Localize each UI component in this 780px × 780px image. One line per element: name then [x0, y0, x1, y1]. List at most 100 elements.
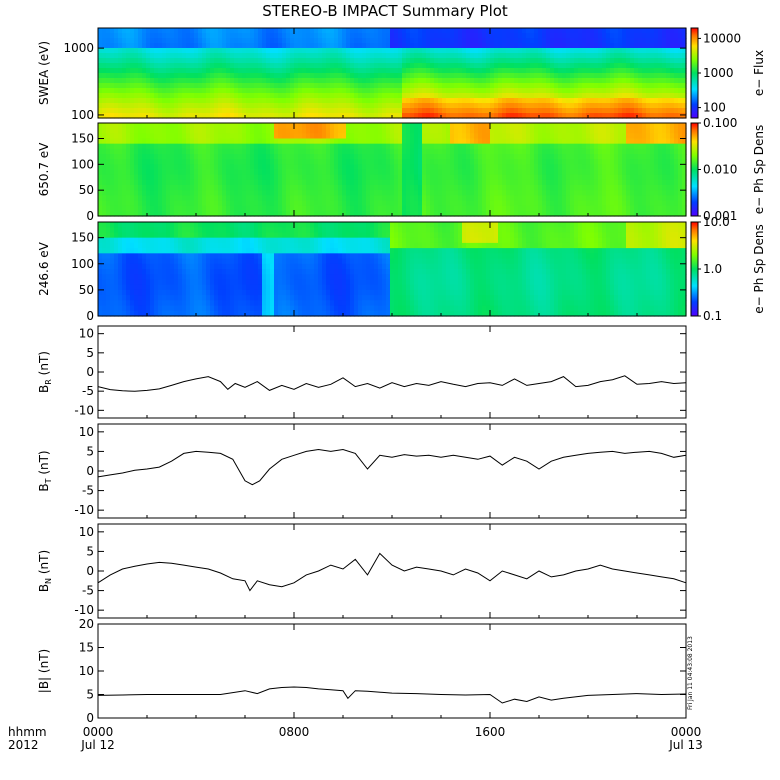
- spectrogram-cell: [142, 128, 147, 134]
- spectrogram-cell: [130, 88, 135, 94]
- spectrogram-cell: [606, 53, 611, 59]
- spectrogram-cell: [582, 93, 587, 99]
- spectrogram-cell: [142, 68, 147, 74]
- spectrogram-cell: [682, 113, 687, 119]
- spectrogram-cell: [518, 123, 523, 129]
- spectrogram-cell: [474, 93, 479, 99]
- spectrogram-cell: [398, 28, 403, 34]
- spectrogram-cell: [302, 78, 307, 84]
- spectrogram-cell: [446, 113, 451, 119]
- spectrogram-cell: [502, 174, 507, 181]
- spectrogram-cell: [210, 63, 215, 69]
- spectrogram-cell: [406, 38, 411, 44]
- spectrogram-cell: [582, 138, 587, 145]
- spectrogram-cell: [410, 68, 415, 74]
- spectrogram-cell: [630, 43, 635, 49]
- spectrogram-cell: [262, 123, 267, 129]
- spectrogram-cell: [442, 78, 447, 84]
- spectrogram-cell: [154, 43, 159, 49]
- spectrogram-cell: [154, 159, 159, 165]
- spectrogram-cell: [194, 43, 199, 49]
- spectrogram-cell: [374, 48, 379, 54]
- spectrogram-cell: [250, 108, 255, 114]
- spectrogram-cell: [414, 210, 419, 217]
- spectrogram-cell: [554, 43, 559, 49]
- spectrogram-cell: [470, 38, 475, 44]
- spectrogram-cell: [554, 33, 559, 39]
- spectrogram-cell: [278, 174, 283, 181]
- spectrogram-cell: [246, 148, 251, 155]
- spectrogram-cell: [526, 53, 531, 59]
- spectrogram-cell: [162, 169, 167, 176]
- spectrogram-cell: [546, 143, 551, 150]
- spectrogram-cell: [106, 103, 111, 109]
- spectrogram-cell: [150, 164, 155, 171]
- spectrogram-cell: [638, 93, 643, 99]
- spectrogram-cell: [214, 48, 219, 54]
- spectrogram-cell: [502, 113, 507, 119]
- spectrogram-cell: [450, 58, 455, 64]
- spectrogram-cell: [162, 83, 167, 89]
- spectrogram-cell: [310, 205, 315, 212]
- spectrogram-cell: [278, 128, 283, 134]
- spectrogram-cell: [674, 98, 679, 104]
- spectrogram-cell: [682, 78, 687, 84]
- spectrogram-cell: [254, 33, 259, 39]
- spectrogram-cell: [582, 33, 587, 39]
- spectrogram-cell: [370, 48, 375, 54]
- spectrogram-cell: [342, 148, 347, 155]
- spectrogram-cell: [450, 103, 455, 109]
- spectrogram-cell: [310, 179, 315, 186]
- spectrogram-cell: [494, 185, 499, 191]
- spectrogram-cell: [230, 53, 235, 59]
- spectrogram-cell: [550, 128, 555, 134]
- spectrogram-cell: [422, 83, 427, 89]
- spectrogram-cell: [262, 73, 267, 79]
- spectrogram-cell: [274, 63, 279, 69]
- spectrogram-cell: [130, 138, 135, 145]
- spectrogram-cell: [214, 123, 219, 129]
- spectrogram-cell: [414, 83, 419, 89]
- spectrogram-cell: [586, 88, 591, 94]
- spectrogram-cell: [198, 103, 203, 109]
- spectrogram-cell: [206, 68, 211, 74]
- spectrogram-cell: [410, 148, 415, 155]
- spectrogram-cell: [430, 133, 435, 140]
- spectrogram-cell: [374, 179, 379, 186]
- spectrogram-cell: [146, 123, 151, 129]
- spectrogram-cell: [446, 185, 451, 191]
- spectrogram-cell: [566, 195, 571, 202]
- spectrogram-cell: [246, 179, 251, 186]
- spectrogram-cell: [450, 164, 455, 171]
- spectrogram-cell: [414, 108, 419, 114]
- spectrogram-cell: [394, 164, 399, 171]
- spectrogram-cell: [254, 190, 259, 196]
- spectrogram-cell: [430, 63, 435, 69]
- spectrogram-cell: [190, 63, 195, 69]
- spectrogram-cell: [254, 38, 259, 44]
- spectrogram-cell: [446, 38, 451, 44]
- spectrogram-cell: [430, 169, 435, 176]
- spectrogram-cell: [378, 108, 383, 114]
- spectrogram-cell: [250, 83, 255, 89]
- spectrogram-cell: [274, 169, 279, 176]
- spectrogram-cell: [678, 78, 683, 84]
- spectrogram-cell: [198, 205, 203, 212]
- spectrogram-cell: [242, 190, 247, 196]
- spectrogram-cell: [134, 205, 139, 212]
- spectrogram-cell: [606, 179, 611, 186]
- spectrogram-cell: [222, 48, 227, 54]
- spectrogram-cell: [290, 143, 295, 150]
- spectrogram-cell: [206, 164, 211, 171]
- spectrogram-cell: [538, 83, 543, 89]
- spectrogram-cell: [362, 210, 367, 217]
- spectrogram-cell: [186, 68, 191, 74]
- spectrogram-cell: [274, 78, 279, 84]
- spectrogram-cell: [242, 68, 247, 74]
- spectrogram-cell: [414, 128, 419, 134]
- spectrogram-cell: [146, 195, 151, 202]
- spectrogram-cell: [286, 88, 291, 94]
- spectrogram-cell: [542, 68, 547, 74]
- spectrogram-cell: [234, 133, 239, 140]
- spectrogram-cell: [590, 169, 595, 176]
